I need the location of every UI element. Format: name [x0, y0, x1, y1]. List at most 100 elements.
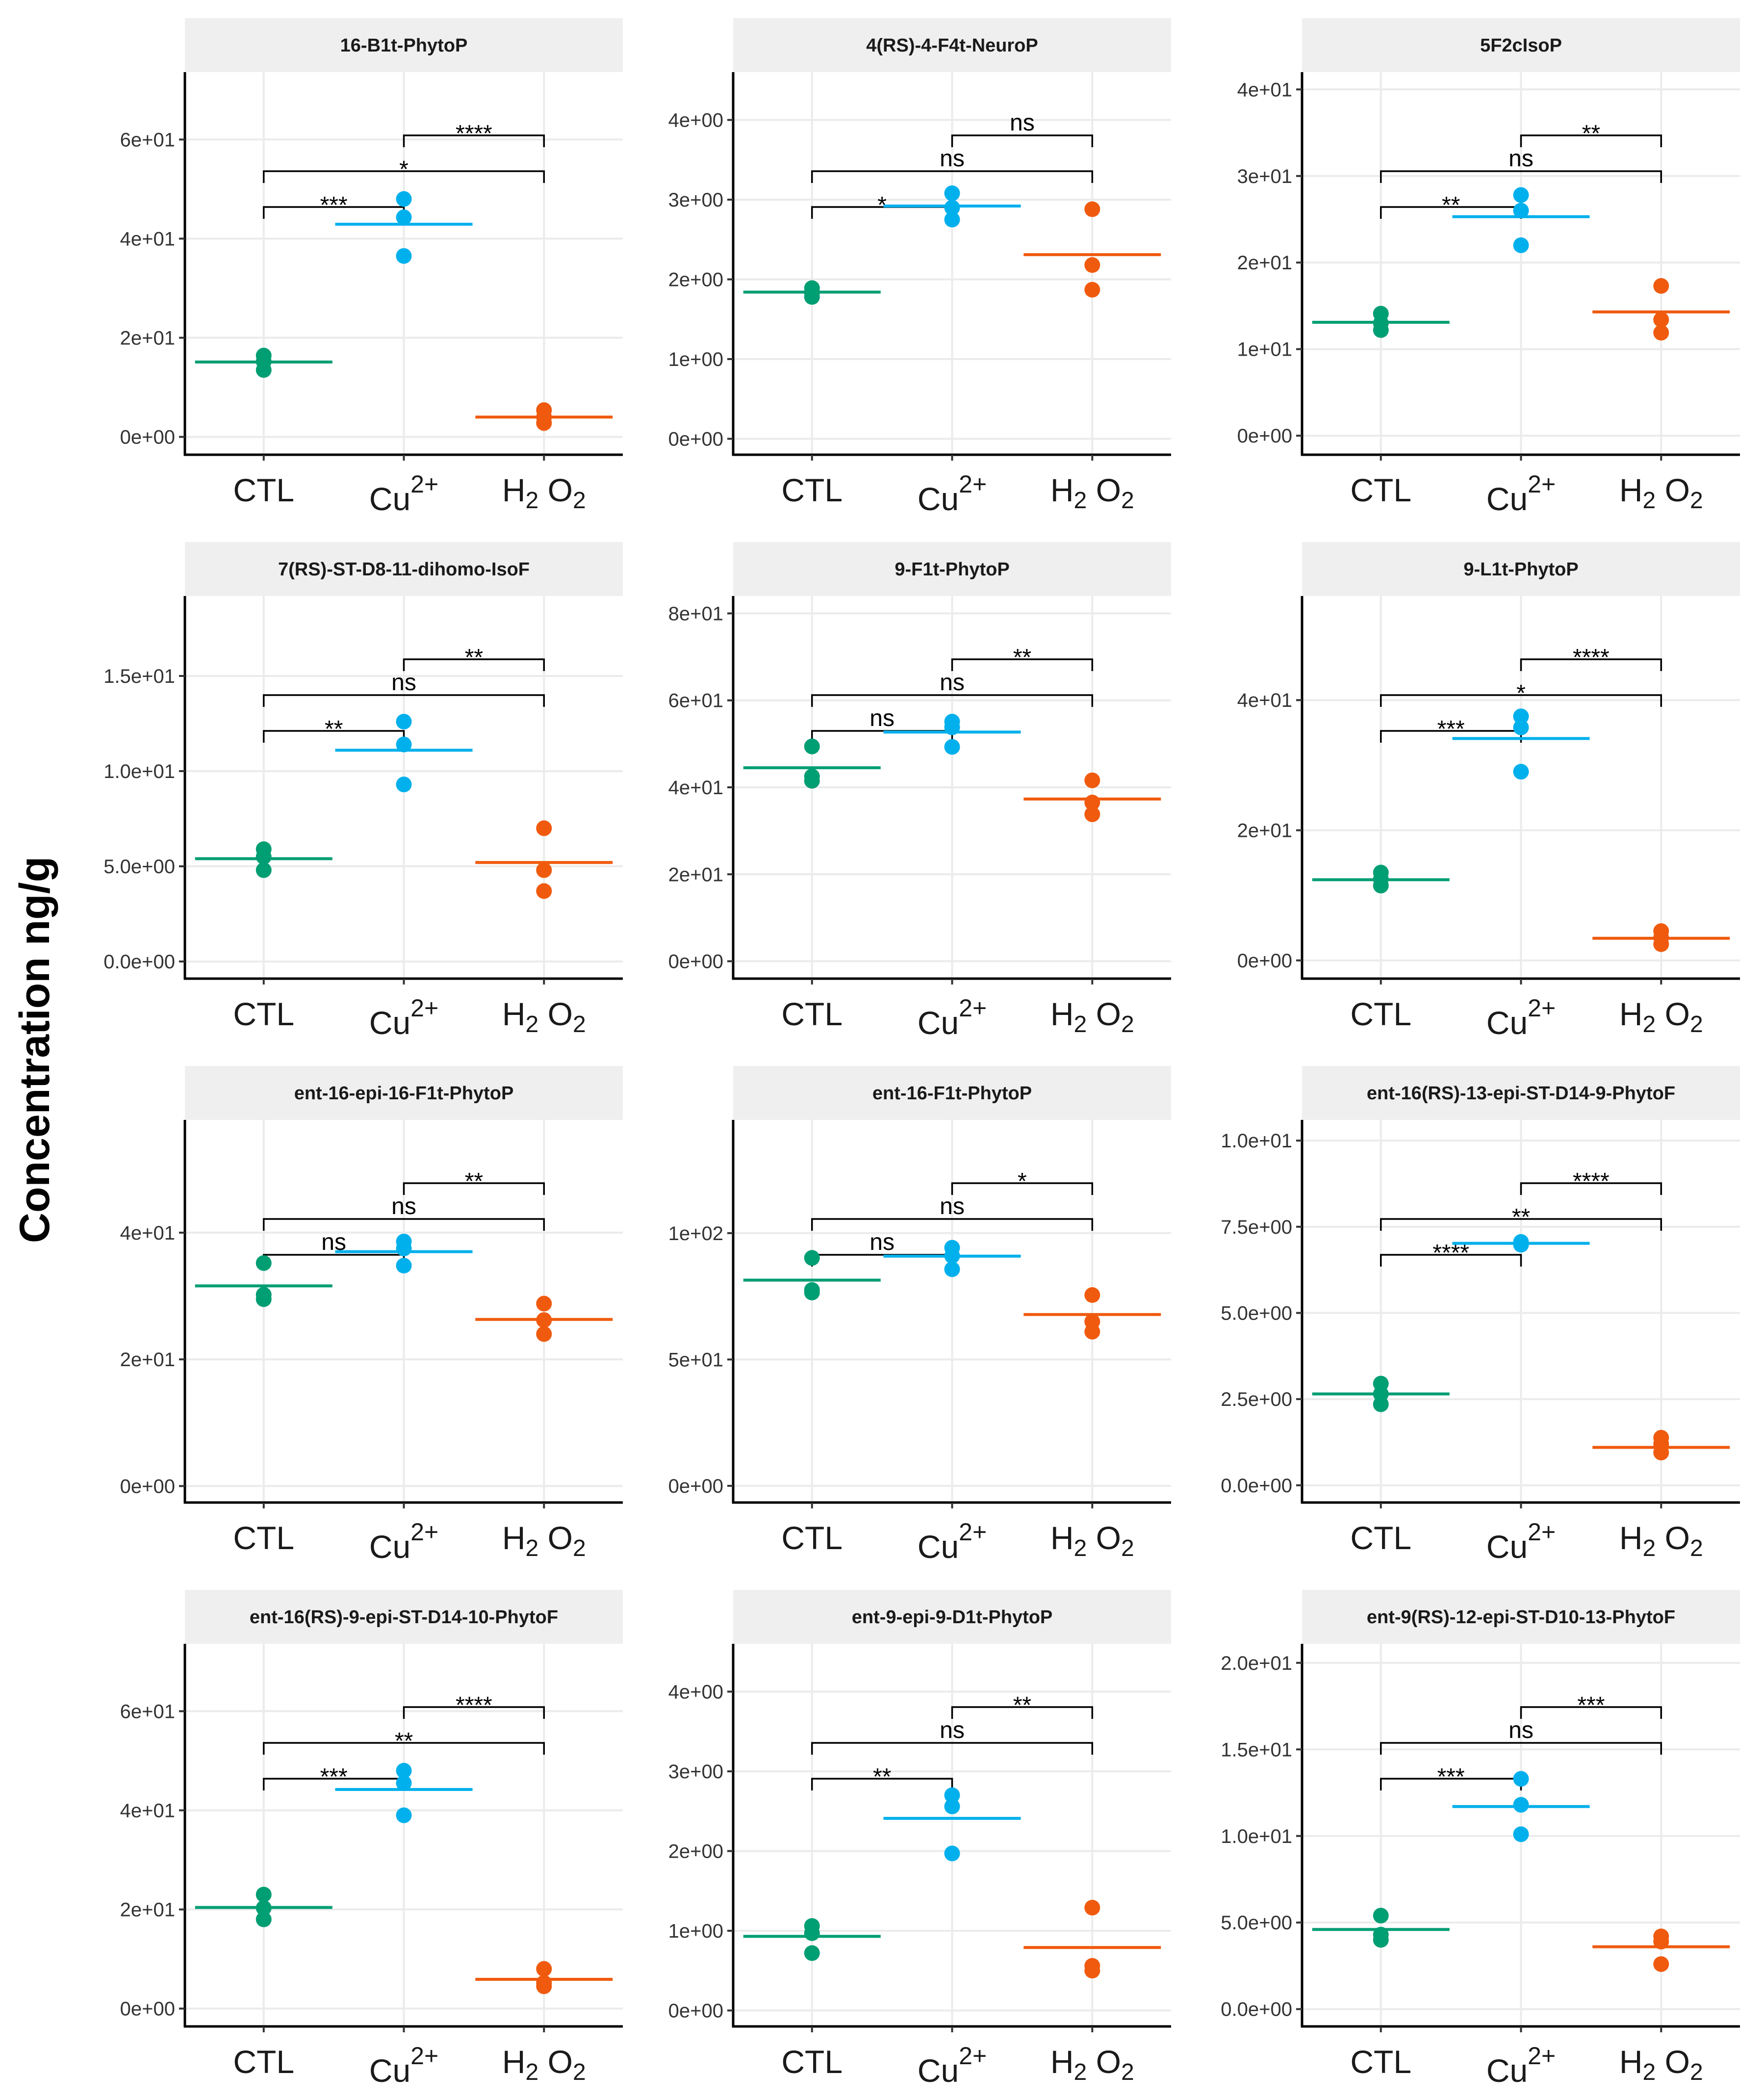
label-subscript: 2 [1074, 1011, 1087, 1037]
bracket-line [1380, 1742, 1662, 1755]
y-tick-label: 1.0e+01 [1221, 1826, 1292, 1847]
significance-label: ** [873, 1764, 891, 1790]
data-point [1653, 1429, 1669, 1446]
y-tick-label: 1e+00 [668, 349, 723, 370]
y-tick-label: 7.5e+00 [1221, 1217, 1292, 1238]
y-tick-label: 2e+01 [1237, 820, 1292, 842]
label-part: Cu [369, 481, 410, 517]
panel-strip [1302, 1590, 1740, 1644]
y-tick-label: 0e+00 [1237, 425, 1292, 447]
bracket-line [1520, 658, 1662, 671]
label-part: O [1087, 1520, 1121, 1556]
series-CTL [1312, 1375, 1450, 1412]
series-CTL [743, 1250, 881, 1300]
data-point [944, 200, 960, 216]
label-part: O [1656, 996, 1690, 1032]
panel-title: 5F2cIsoP [1480, 35, 1562, 56]
data-point [944, 185, 960, 201]
significance-bracket: ** [1520, 121, 1662, 147]
data-point [396, 1258, 412, 1274]
x-category-label: Cu2+ [918, 470, 987, 517]
panel-5: 9-F1t-PhytoP 0e+00 2e+01 4e+01 6e+01 8e+01 CTL… [668, 542, 1171, 1041]
data-point [256, 1911, 272, 1927]
data-point [396, 1763, 412, 1779]
panel-strip [185, 542, 623, 596]
panel-8: ent-16-F1t-PhytoP 0e+00 5e+01 1e+02 CTL Cu2+ H… [668, 1066, 1171, 1565]
label-subscript: 2 [526, 1535, 539, 1561]
data-point [1513, 1797, 1529, 1813]
significance-bracket: ns [811, 670, 1094, 707]
series-H2O2 [1023, 1899, 1161, 1979]
label-subscript: 2 [573, 2059, 586, 2085]
y-tick-label: 0e+00 [120, 427, 175, 448]
y-tick-label: 0e+00 [1237, 950, 1292, 972]
data-point [944, 739, 960, 755]
data-point [1373, 1926, 1389, 1943]
data-point [536, 1961, 552, 1977]
data-point [1653, 311, 1669, 328]
label-subscript: 2 [1643, 1535, 1656, 1561]
label-superscript: 2+ [410, 994, 438, 1022]
data-point [804, 280, 820, 296]
significance-bracket: ** [1380, 1204, 1662, 1231]
data-point [1513, 1826, 1529, 1842]
x-category-label: CTL [233, 996, 294, 1032]
panel-9: ent-16(RS)-13-epi-ST-D14-9-PhytoF 0.0e+00… [1221, 1066, 1740, 1565]
data-point [1513, 1234, 1529, 1250]
significance-label: ** [395, 1728, 413, 1754]
series-H2O2 [475, 820, 613, 899]
x-category-label: CTL [1350, 2044, 1411, 2080]
x-category-label: H2 O2 [502, 996, 586, 1037]
label-superscript: 2+ [410, 2042, 438, 2070]
data-point [536, 1296, 552, 1312]
label-subscript: 2 [1074, 488, 1087, 514]
data-point [536, 1312, 552, 1328]
data-point [256, 1287, 272, 1303]
bracket-line [403, 1182, 545, 1195]
data-point [1513, 764, 1529, 780]
y-tick-label: 2.0e+01 [1221, 1653, 1292, 1674]
data-point [1513, 708, 1529, 725]
data-point [1084, 1899, 1100, 1916]
significance-bracket: *** [1380, 716, 1522, 743]
panel-strip [1302, 18, 1740, 72]
significance-label: ** [465, 645, 483, 671]
bracket-line [951, 1706, 1094, 1719]
x-category-label: CTL [781, 1520, 843, 1556]
bracket-line [811, 694, 1094, 707]
significance-label: ns [940, 1193, 965, 1219]
significance-label: ** [1512, 1204, 1530, 1230]
data-point [804, 738, 820, 754]
y-tick-label: 1.5e+01 [1221, 1739, 1292, 1761]
significance-bracket: *** [1380, 1764, 1522, 1790]
data-point [1084, 282, 1100, 298]
significance-bracket: ns [262, 670, 545, 707]
data-point [396, 1775, 412, 1791]
label-part: Cu [918, 1529, 959, 1565]
series-H2O2 [1592, 1429, 1730, 1461]
label-subscript: 2 [573, 1535, 586, 1561]
bracket-line [1520, 134, 1662, 147]
series-CTL [743, 1918, 881, 1961]
y-tick-label: 1e+00 [668, 1920, 723, 1942]
series-Cu2+ [1452, 187, 1590, 253]
label-part: H [1050, 2044, 1074, 2080]
x-category-label: Cu2+ [369, 2042, 438, 2089]
bracket-line [403, 1706, 545, 1719]
significance-label: ns [940, 670, 965, 696]
significance-label: *** [1437, 1764, 1465, 1790]
significance-bracket: * [951, 1168, 1094, 1195]
significance-bracket: ** [262, 716, 405, 743]
x-category-label: Cu2+ [1486, 470, 1556, 517]
series-H2O2 [1592, 278, 1730, 341]
data-point [396, 191, 412, 207]
data-point [1513, 203, 1529, 219]
label-subscript: 2 [573, 1011, 586, 1037]
label-part: H [1619, 1520, 1643, 1556]
series-Cu2+ [883, 185, 1021, 228]
x-category-label: CTL [781, 996, 843, 1032]
label-superscript: 2+ [959, 1518, 987, 1546]
label-subscript: 2 [1690, 1011, 1703, 1037]
bracket-line [951, 134, 1094, 147]
